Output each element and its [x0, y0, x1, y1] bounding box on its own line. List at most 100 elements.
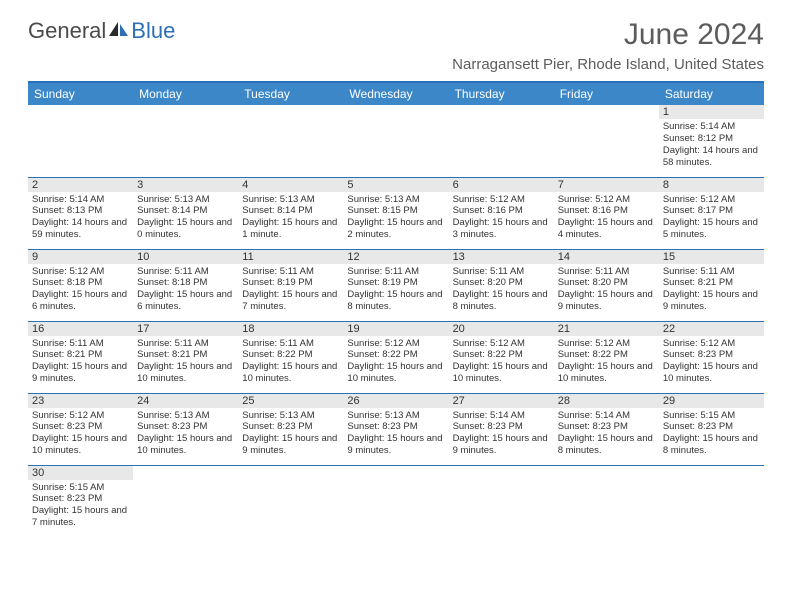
daylight-text: Daylight: 15 hours and 4 minutes.: [558, 217, 655, 241]
sunset-text: Sunset: 8:18 PM: [32, 277, 129, 289]
brand-part1: General: [28, 18, 106, 44]
calendar-cell: 14Sunrise: 5:11 AMSunset: 8:20 PMDayligh…: [554, 249, 659, 321]
day-body: Sunrise: 5:12 AMSunset: 8:16 PMDaylight:…: [554, 192, 659, 246]
day-number: 8: [659, 178, 764, 192]
day-number-empty: [343, 466, 448, 480]
weekday-header: Sunday: [28, 82, 133, 105]
calendar-week-row: 23Sunrise: 5:12 AMSunset: 8:23 PMDayligh…: [28, 393, 764, 465]
sunrise-text: Sunrise: 5:15 AM: [32, 482, 129, 494]
day-body: Sunrise: 5:12 AMSunset: 8:18 PMDaylight:…: [28, 264, 133, 318]
day-body: Sunrise: 5:14 AMSunset: 8:23 PMDaylight:…: [449, 408, 554, 462]
sunset-text: Sunset: 8:21 PM: [32, 349, 129, 361]
daylight-text: Daylight: 15 hours and 9 minutes.: [242, 433, 339, 457]
daylight-text: Daylight: 15 hours and 5 minutes.: [663, 217, 760, 241]
daylight-text: Daylight: 15 hours and 10 minutes.: [347, 361, 444, 385]
header: General Blue June 2024 Narragansett Pier…: [28, 18, 764, 73]
weekday-header: Wednesday: [343, 82, 448, 105]
sunrise-text: Sunrise: 5:14 AM: [558, 410, 655, 422]
day-body: Sunrise: 5:14 AMSunset: 8:23 PMDaylight:…: [554, 408, 659, 462]
sunset-text: Sunset: 8:21 PM: [663, 277, 760, 289]
calendar-cell: 2Sunrise: 5:14 AMSunset: 8:13 PMDaylight…: [28, 177, 133, 249]
calendar-cell: 7Sunrise: 5:12 AMSunset: 8:16 PMDaylight…: [554, 177, 659, 249]
daylight-text: Daylight: 15 hours and 10 minutes.: [242, 361, 339, 385]
daylight-text: Daylight: 15 hours and 8 minutes.: [453, 289, 550, 313]
calendar-cell: [238, 105, 343, 177]
daylight-text: Daylight: 15 hours and 8 minutes.: [347, 289, 444, 313]
sunset-text: Sunset: 8:23 PM: [663, 421, 760, 433]
calendar-cell: 25Sunrise: 5:13 AMSunset: 8:23 PMDayligh…: [238, 393, 343, 465]
sunrise-text: Sunrise: 5:12 AM: [32, 410, 129, 422]
sunrise-text: Sunrise: 5:15 AM: [663, 410, 760, 422]
calendar-cell: 29Sunrise: 5:15 AMSunset: 8:23 PMDayligh…: [659, 393, 764, 465]
day-number: 3: [133, 178, 238, 192]
day-number: 30: [28, 466, 133, 480]
day-number: 1: [659, 105, 764, 119]
sunset-text: Sunset: 8:19 PM: [242, 277, 339, 289]
daylight-text: Daylight: 15 hours and 10 minutes.: [663, 361, 760, 385]
day-body: Sunrise: 5:12 AMSunset: 8:22 PMDaylight:…: [343, 336, 448, 390]
calendar-cell: 3Sunrise: 5:13 AMSunset: 8:14 PMDaylight…: [133, 177, 238, 249]
calendar-cell: 30Sunrise: 5:15 AMSunset: 8:23 PMDayligh…: [28, 465, 133, 537]
day-number-empty: [554, 105, 659, 119]
sunset-text: Sunset: 8:23 PM: [137, 421, 234, 433]
sunset-text: Sunset: 8:23 PM: [558, 421, 655, 433]
day-body: Sunrise: 5:11 AMSunset: 8:19 PMDaylight:…: [343, 264, 448, 318]
daylight-text: Daylight: 15 hours and 8 minutes.: [663, 433, 760, 457]
calendar-cell: [238, 465, 343, 537]
day-number-empty: [133, 105, 238, 119]
calendar-week-row: 16Sunrise: 5:11 AMSunset: 8:21 PMDayligh…: [28, 321, 764, 393]
sunrise-text: Sunrise: 5:12 AM: [32, 266, 129, 278]
day-number: 18: [238, 322, 343, 336]
day-number-empty: [343, 105, 448, 119]
day-number: 27: [449, 394, 554, 408]
calendar-cell: 18Sunrise: 5:11 AMSunset: 8:22 PMDayligh…: [238, 321, 343, 393]
location-subtitle: Narragansett Pier, Rhode Island, United …: [452, 56, 764, 73]
day-body: Sunrise: 5:12 AMSunset: 8:22 PMDaylight:…: [554, 336, 659, 390]
sunset-text: Sunset: 8:23 PM: [32, 493, 129, 505]
calendar-cell: 11Sunrise: 5:11 AMSunset: 8:19 PMDayligh…: [238, 249, 343, 321]
daylight-text: Daylight: 15 hours and 1 minute.: [242, 217, 339, 241]
calendar-cell: [28, 105, 133, 177]
day-body: Sunrise: 5:11 AMSunset: 8:20 PMDaylight:…: [449, 264, 554, 318]
day-body: Sunrise: 5:13 AMSunset: 8:14 PMDaylight:…: [133, 192, 238, 246]
day-number: 11: [238, 250, 343, 264]
sunrise-text: Sunrise: 5:11 AM: [663, 266, 760, 278]
sunrise-text: Sunrise: 5:13 AM: [347, 194, 444, 206]
sunset-text: Sunset: 8:14 PM: [242, 205, 339, 217]
sunrise-text: Sunrise: 5:13 AM: [242, 194, 339, 206]
calendar-cell: 20Sunrise: 5:12 AMSunset: 8:22 PMDayligh…: [449, 321, 554, 393]
calendar-cell: 21Sunrise: 5:12 AMSunset: 8:22 PMDayligh…: [554, 321, 659, 393]
calendar-cell: [133, 465, 238, 537]
calendar-cell: 9Sunrise: 5:12 AMSunset: 8:18 PMDaylight…: [28, 249, 133, 321]
day-number: 16: [28, 322, 133, 336]
calendar-cell: [343, 105, 448, 177]
daylight-text: Daylight: 15 hours and 8 minutes.: [558, 433, 655, 457]
daylight-text: Daylight: 15 hours and 10 minutes.: [453, 361, 550, 385]
day-number: 22: [659, 322, 764, 336]
day-number: 12: [343, 250, 448, 264]
day-number: 9: [28, 250, 133, 264]
daylight-text: Daylight: 15 hours and 6 minutes.: [32, 289, 129, 313]
day-number: 23: [28, 394, 133, 408]
sunset-text: Sunset: 8:23 PM: [663, 349, 760, 361]
calendar-cell: 13Sunrise: 5:11 AMSunset: 8:20 PMDayligh…: [449, 249, 554, 321]
daylight-text: Daylight: 15 hours and 7 minutes.: [242, 289, 339, 313]
day-body: Sunrise: 5:14 AMSunset: 8:13 PMDaylight:…: [28, 192, 133, 246]
day-number: 7: [554, 178, 659, 192]
calendar-cell: [449, 105, 554, 177]
day-body: Sunrise: 5:11 AMSunset: 8:21 PMDaylight:…: [659, 264, 764, 318]
brand-part2: Blue: [131, 18, 175, 44]
day-number: 24: [133, 394, 238, 408]
day-body: Sunrise: 5:12 AMSunset: 8:16 PMDaylight:…: [449, 192, 554, 246]
calendar-cell: 22Sunrise: 5:12 AMSunset: 8:23 PMDayligh…: [659, 321, 764, 393]
sunset-text: Sunset: 8:15 PM: [347, 205, 444, 217]
sunrise-text: Sunrise: 5:12 AM: [558, 338, 655, 350]
day-body: Sunrise: 5:12 AMSunset: 8:17 PMDaylight:…: [659, 192, 764, 246]
sunrise-text: Sunrise: 5:14 AM: [663, 121, 760, 133]
day-number: 15: [659, 250, 764, 264]
sunset-text: Sunset: 8:19 PM: [347, 277, 444, 289]
sunset-text: Sunset: 8:13 PM: [32, 205, 129, 217]
sail-icon: [109, 18, 129, 44]
daylight-text: Daylight: 15 hours and 10 minutes.: [137, 433, 234, 457]
day-number: 5: [343, 178, 448, 192]
